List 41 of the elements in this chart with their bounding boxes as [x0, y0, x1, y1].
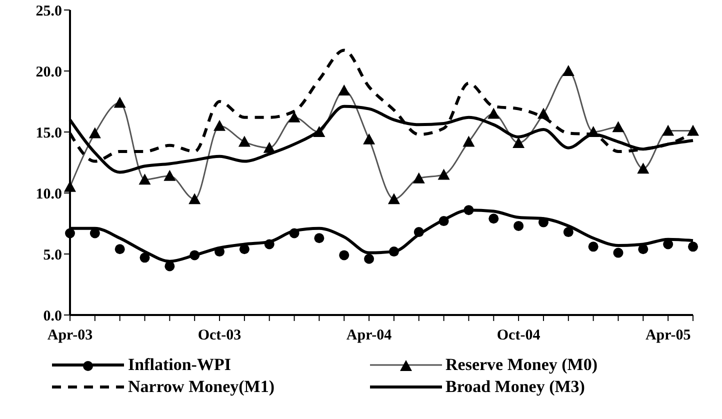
point [90, 228, 100, 238]
y-tick-label: 15.0 [36, 125, 62, 142]
point [289, 228, 300, 238]
point [588, 242, 598, 252]
point [514, 220, 524, 231]
point [164, 261, 175, 272]
point [65, 228, 75, 238]
point [114, 244, 125, 254]
point [190, 250, 200, 260]
point [688, 242, 698, 252]
point [613, 248, 624, 258]
legend-label: Inflation-WPI [128, 355, 231, 375]
y-tick-label: 20.0 [36, 64, 62, 80]
legend-label: Reserve Money (M0) [446, 355, 598, 375]
x-tick-label: Apr-05 [645, 328, 691, 344]
point [264, 239, 274, 250]
point [214, 246, 225, 257]
x-tick-label: Apr-03 [47, 328, 93, 344]
y-tick-label: 5.0 [43, 247, 62, 264]
point [314, 233, 324, 244]
point [339, 250, 350, 260]
point [464, 205, 474, 216]
x-tick-label: Apr-04 [346, 328, 392, 344]
point [239, 244, 250, 254]
point [438, 216, 449, 226]
x-tick-label: Oct-03 [198, 328, 242, 344]
point [663, 239, 674, 250]
y-tick-label: 10.0 [36, 186, 62, 202]
point [563, 227, 574, 238]
point [414, 227, 424, 238]
y-tick-label: 0.0 [43, 308, 62, 324]
point [388, 246, 399, 257]
legend-label: Narrow Money(M1) [128, 377, 275, 397]
x-tick-label: Oct-04 [496, 328, 541, 344]
point [364, 254, 374, 264]
legend-label: Broad Money (M3) [446, 377, 585, 397]
y-tick-label: 25.0 [36, 3, 62, 20]
point [638, 244, 648, 254]
point [140, 252, 150, 263]
point [488, 214, 499, 224]
point [538, 217, 548, 228]
